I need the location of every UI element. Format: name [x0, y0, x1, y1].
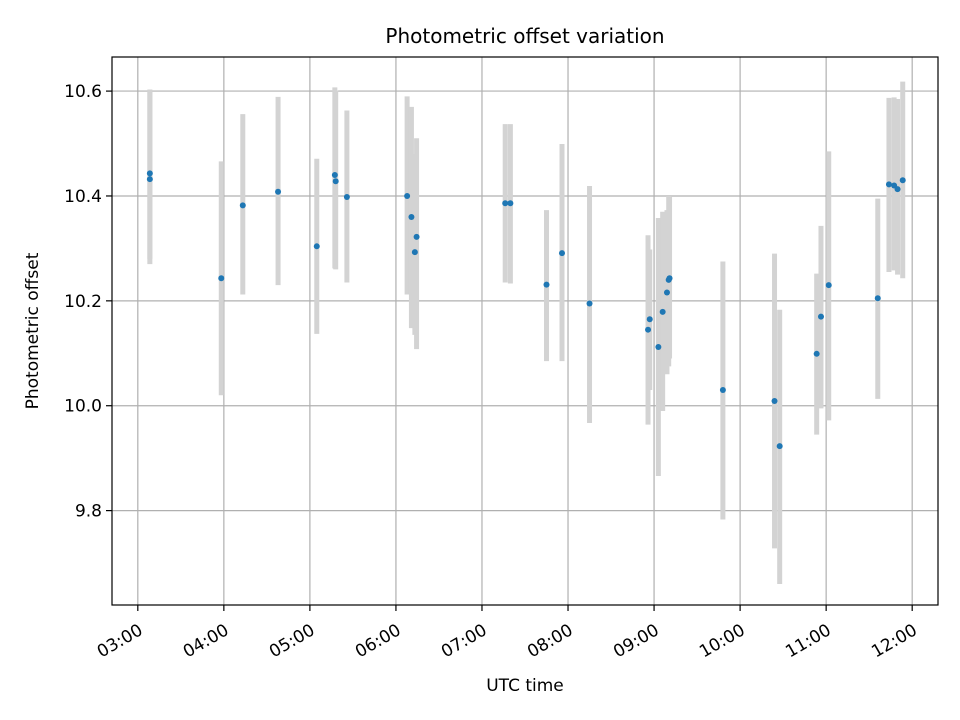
data-point [813, 350, 820, 357]
data-point [411, 249, 418, 256]
data-point [502, 200, 509, 207]
data-point [408, 213, 415, 220]
data-point [655, 343, 662, 350]
data-point [771, 398, 778, 405]
data-point [825, 282, 832, 289]
y-axis-label: Photometric offset [23, 252, 43, 409]
data-point [146, 170, 153, 177]
data-point [894, 186, 901, 193]
data-point [586, 300, 593, 307]
data-point [218, 275, 225, 282]
data-point [332, 178, 339, 185]
data-points [146, 170, 906, 450]
y-tick-label: 10.0 [64, 397, 102, 417]
data-point [666, 275, 673, 282]
data-point [558, 250, 565, 257]
data-point [313, 243, 320, 250]
data-point [413, 233, 420, 240]
data-point [331, 171, 338, 178]
data-point [663, 289, 670, 296]
grid-lines [112, 57, 938, 605]
y-tick-label: 10.6 [64, 82, 102, 102]
data-point [899, 177, 906, 184]
data-point [507, 200, 514, 207]
y-tick-label: 9.8 [75, 502, 102, 522]
data-point [776, 443, 783, 450]
data-point [885, 181, 892, 188]
data-point [874, 295, 881, 302]
y-tick-label: 10.2 [64, 292, 102, 312]
plot-area-frame [111, 56, 939, 606]
data-point [239, 202, 246, 209]
y-axis-ticks: 9.8 10.0 10.2 10.4 10.6 [64, 82, 112, 522]
data-point [404, 192, 411, 199]
data-point [543, 281, 550, 288]
data-point [343, 194, 350, 201]
x-axis-label: UTC time [486, 676, 564, 696]
data-point [817, 313, 824, 320]
y-tick-label: 10.4 [64, 187, 102, 207]
data-point [275, 188, 282, 195]
data-point [645, 326, 652, 333]
data-point [146, 176, 153, 183]
data-point [719, 386, 726, 393]
chart-title: Photometric offset variation [385, 24, 664, 48]
data-point [659, 308, 666, 315]
data-point [646, 316, 653, 323]
